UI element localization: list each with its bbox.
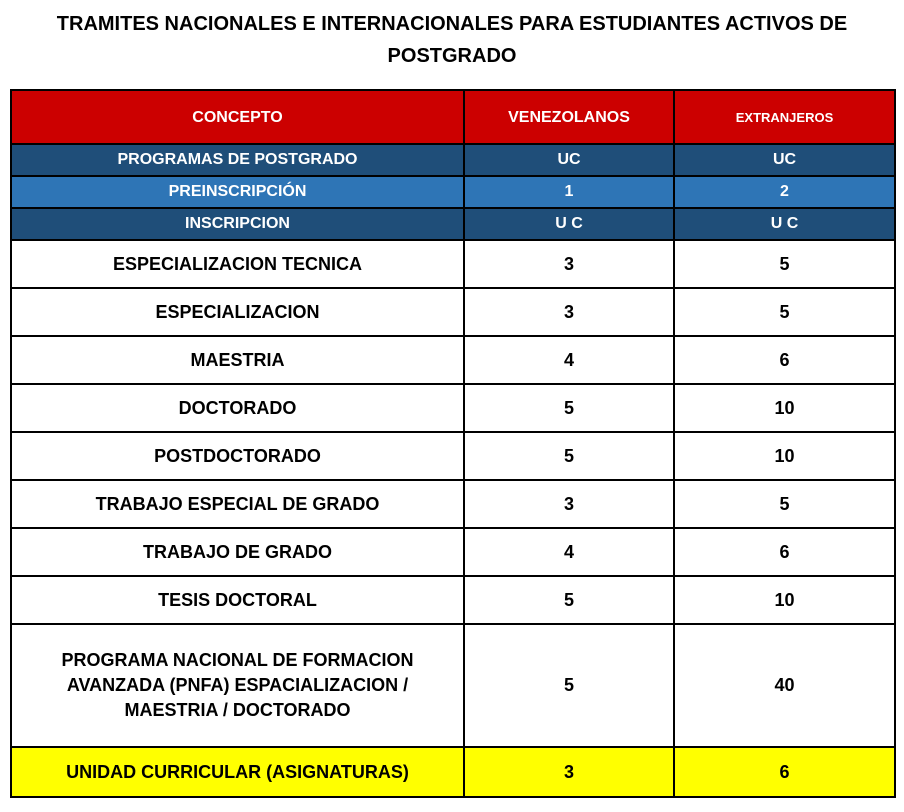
- table-cell: 4: [463, 335, 675, 385]
- table-cell: UC: [673, 143, 896, 177]
- table-cell: 5: [673, 239, 896, 289]
- table-cell: 4: [463, 527, 675, 577]
- table-cell: U C: [673, 207, 896, 241]
- table-cell: ESPECIALIZACION: [10, 287, 465, 337]
- table-cell: 40: [673, 623, 896, 748]
- table-row: TRABAJO ESPECIAL DE GRADO 3 5: [10, 479, 896, 529]
- table-row: POSTDOCTORADO 5 10: [10, 431, 896, 481]
- table-cell: 3: [463, 287, 675, 337]
- table-cell: 2: [673, 175, 896, 209]
- table-cell: 6: [673, 527, 896, 577]
- table-row: ESPECIALIZACION 3 5: [10, 287, 896, 337]
- table-cell: PROGRAMA NACIONAL DE FORMACION AVANZADA …: [10, 623, 465, 748]
- table-cell: UC: [463, 143, 675, 177]
- table-row: MAESTRIA 4 6: [10, 335, 896, 385]
- table-cell: 3: [463, 239, 675, 289]
- table-cell: POSTDOCTORADO: [10, 431, 465, 481]
- table-cell: ESPECIALIZACION TECNICA: [10, 239, 465, 289]
- table-cell: U C: [463, 207, 675, 241]
- table-cell: CONCEPTO: [10, 89, 465, 145]
- table-cell: 3: [463, 746, 675, 798]
- table-row: PREINSCRIPCIÓN 1 2: [10, 175, 896, 209]
- table-cell: TRABAJO DE GRADO: [10, 527, 465, 577]
- table-row: TRABAJO DE GRADO 4 6: [10, 527, 896, 577]
- table-cell: TRABAJO ESPECIAL DE GRADO: [10, 479, 465, 529]
- table-cell: DOCTORADO: [10, 383, 465, 433]
- table-cell: 5: [673, 479, 896, 529]
- table-cell: 1: [463, 175, 675, 209]
- table-row: PROGRAMAS DE POSTGRADO UC UC: [10, 143, 896, 177]
- table-cell: INSCRIPCION: [10, 207, 465, 241]
- table-body: CONCEPTO VENEZOLANOS EXTRANJEROS PROGRAMAS …: [10, 89, 896, 798]
- table-row: PROGRAMA NACIONAL DE FORMACION AVANZADA …: [10, 623, 896, 748]
- header-row: CONCEPTO VENEZOLANOS EXTRANJEROS: [10, 89, 896, 145]
- table-cell: 10: [673, 431, 896, 481]
- table-cell: 10: [673, 575, 896, 625]
- fee-table: CONCEPTO VENEZOLANOS EXTRANJEROS PROGRAMAS …: [10, 89, 896, 798]
- table-row: UNIDAD CURRICULAR (ASIGNATURAS) 3 6: [10, 746, 896, 798]
- table-cell: PROGRAMAS DE POSTGRADO: [10, 143, 465, 177]
- table-cell: 5: [463, 383, 675, 433]
- table-cell: 5: [463, 575, 675, 625]
- table-cell: 5: [463, 431, 675, 481]
- table-row: ESPECIALIZACION TECNICA 3 5: [10, 239, 896, 289]
- table-cell: 5: [463, 623, 675, 748]
- table-cell: 10: [673, 383, 896, 433]
- table-cell: UNIDAD CURRICULAR (ASIGNATURAS): [10, 746, 465, 798]
- table-row: TESIS DOCTORAL 5 10: [10, 575, 896, 625]
- table-cell: PREINSCRIPCIÓN: [10, 175, 465, 209]
- table-row: DOCTORADO 5 10: [10, 383, 896, 433]
- table-cell: MAESTRIA: [10, 335, 465, 385]
- table-cell: VENEZOLANOS: [463, 89, 675, 145]
- table-cell: 6: [673, 746, 896, 798]
- table-cell: 3: [463, 479, 675, 529]
- table-cell: 6: [673, 335, 896, 385]
- table-cell: TESIS DOCTORAL: [10, 575, 465, 625]
- page-title: TRAMITES NACIONALES E INTERNACIONALES PA…: [56, 13, 848, 67]
- table-cell: EXTRANJEROS: [673, 89, 896, 145]
- table-cell: 5: [673, 287, 896, 337]
